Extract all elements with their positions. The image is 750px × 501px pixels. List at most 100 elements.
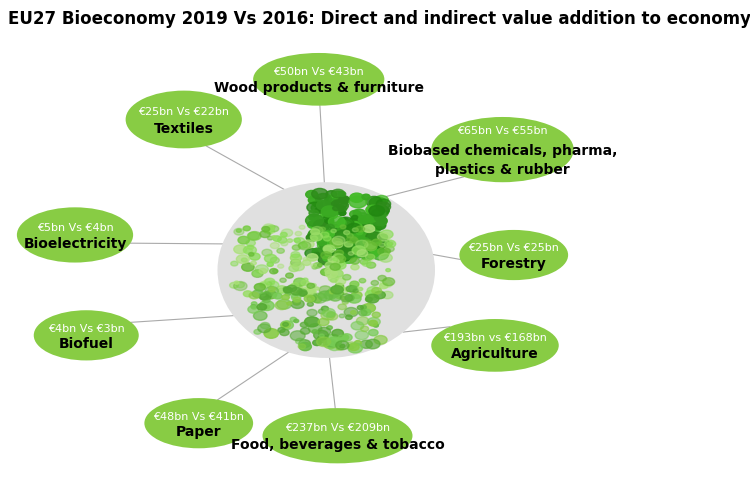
Circle shape [328,215,334,219]
Circle shape [333,255,343,262]
Circle shape [280,279,286,283]
Circle shape [286,302,292,306]
Circle shape [355,231,372,243]
Circle shape [342,301,349,305]
Circle shape [332,202,338,206]
Circle shape [326,340,334,345]
Circle shape [334,242,343,248]
Circle shape [326,225,334,230]
Circle shape [362,241,372,248]
Circle shape [350,211,361,218]
Circle shape [327,289,340,298]
Circle shape [273,236,281,242]
Circle shape [372,288,382,295]
Circle shape [293,298,301,303]
Circle shape [320,243,330,250]
Circle shape [336,294,343,299]
Circle shape [314,288,319,291]
Circle shape [349,287,357,293]
Circle shape [376,199,391,209]
Circle shape [350,287,357,291]
Circle shape [380,280,393,288]
Circle shape [349,246,361,254]
Circle shape [294,238,300,243]
Circle shape [262,280,274,288]
Circle shape [366,243,376,250]
Circle shape [358,236,365,241]
Circle shape [251,305,256,309]
Circle shape [296,339,304,345]
Circle shape [345,229,354,235]
Circle shape [328,275,338,282]
Circle shape [356,231,363,235]
Circle shape [346,228,358,236]
Circle shape [338,207,346,213]
Circle shape [321,311,335,320]
Circle shape [309,214,319,221]
Circle shape [306,234,317,241]
Circle shape [305,249,319,259]
Circle shape [316,236,322,240]
Circle shape [357,250,368,258]
Circle shape [277,300,292,310]
Circle shape [294,320,298,323]
Circle shape [356,221,368,228]
Circle shape [309,210,319,217]
Circle shape [349,344,359,351]
Text: €65bn Vs €55bn: €65bn Vs €55bn [458,126,548,136]
Circle shape [312,297,322,303]
Circle shape [335,288,348,296]
Circle shape [270,230,274,233]
Circle shape [321,307,328,312]
Circle shape [363,248,379,259]
Circle shape [313,253,320,258]
Text: Biobased chemicals, pharma,: Biobased chemicals, pharma, [388,143,617,157]
Circle shape [344,288,351,292]
Circle shape [332,270,343,278]
Circle shape [367,287,379,295]
Circle shape [300,323,308,328]
Ellipse shape [459,230,568,281]
Circle shape [352,243,370,255]
Circle shape [265,279,274,285]
Circle shape [343,250,355,259]
Circle shape [350,230,366,240]
Circle shape [330,264,340,271]
Circle shape [351,265,359,271]
Circle shape [355,238,362,243]
Circle shape [242,259,248,263]
Circle shape [297,290,307,297]
Circle shape [293,293,298,296]
Circle shape [326,262,337,270]
Circle shape [324,249,330,254]
Circle shape [307,254,318,262]
Circle shape [357,306,363,310]
Circle shape [369,206,385,216]
Circle shape [326,341,335,347]
Circle shape [379,234,388,240]
Circle shape [317,264,322,267]
Circle shape [251,262,257,266]
Circle shape [329,294,341,302]
Circle shape [326,313,338,321]
Circle shape [283,323,288,327]
Circle shape [301,328,310,335]
Circle shape [322,271,328,275]
Text: Textiles: Textiles [154,122,214,136]
Circle shape [385,249,391,254]
Circle shape [350,194,364,203]
Circle shape [264,230,269,233]
Circle shape [369,232,385,243]
Circle shape [329,291,334,294]
Circle shape [358,288,363,291]
Circle shape [318,310,326,314]
Circle shape [338,222,355,234]
Circle shape [311,264,316,268]
Circle shape [265,287,278,296]
Circle shape [368,330,378,336]
Circle shape [333,206,340,211]
Circle shape [314,331,328,340]
Circle shape [344,244,360,255]
Circle shape [365,242,375,248]
Circle shape [338,220,346,226]
